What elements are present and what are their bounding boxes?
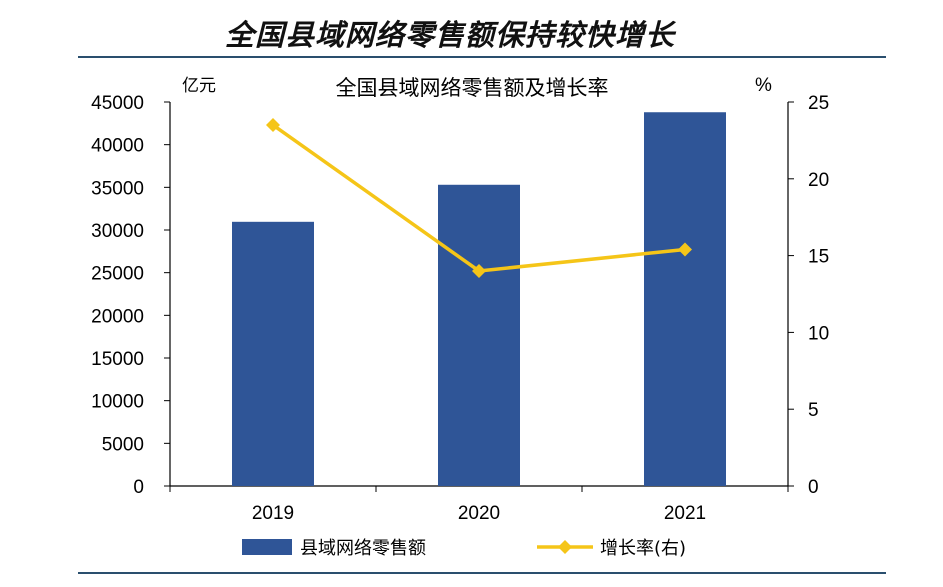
y-right-tick-label: 0: [808, 477, 819, 498]
y-left-tick-label: 30000: [91, 221, 144, 242]
y-left-tick-label: 20000: [91, 306, 144, 327]
y-right-tick-label: 10: [808, 323, 829, 344]
bar: [438, 184, 520, 487]
legend: 县域网络零售额 增长率(右): [242, 538, 686, 559]
y-left-tick-label: 45000: [91, 93, 144, 114]
y-right-tick-label: 20: [808, 170, 829, 191]
legend-label-bar: 县域网络零售额: [300, 538, 426, 559]
y-right-unit: %: [755, 75, 772, 96]
x-tick-label: 2020: [458, 503, 500, 524]
legend-label-line: 增长率(右): [600, 538, 686, 559]
growth-rate-point: [678, 242, 692, 257]
y-left-unit: 亿元: [182, 76, 216, 96]
axes: 0 5000 10000 15000 20000 25000 30000 35000 40000…: [91, 93, 829, 524]
bottom-divider: [78, 572, 886, 574]
top-divider: [78, 56, 886, 58]
y-left-tick-label: 0: [133, 477, 144, 498]
y-right-tick-label: 5: [808, 400, 819, 421]
x-tick-label: 2021: [664, 503, 706, 524]
y-left-tick-label: 15000: [91, 349, 144, 370]
bar: [644, 112, 726, 487]
y-right-tick-label: 25: [808, 93, 829, 114]
y-left-tick-label: 5000: [102, 434, 144, 455]
x-tick-label: 2019: [252, 503, 294, 524]
growth-rate-point: [472, 263, 486, 278]
legend-swatch-marker: [558, 540, 572, 554]
y-left-tick-label: 10000: [91, 392, 144, 413]
page-title: 全国县域网络零售额保持较快增长: [224, 18, 675, 52]
growth-rate-point: [266, 118, 280, 133]
y-left-tick-label: 40000: [91, 136, 144, 157]
y-left-tick-label: 25000: [91, 264, 144, 285]
bars: [232, 112, 726, 487]
line-series: [266, 118, 692, 278]
chart-title: 全国县域网络零售额及增长率: [336, 76, 609, 100]
bar: [232, 221, 314, 487]
legend-swatch-bar: [242, 539, 292, 555]
y-left-tick-label: 35000: [91, 178, 144, 199]
y-right-tick-label: 15: [808, 247, 829, 268]
